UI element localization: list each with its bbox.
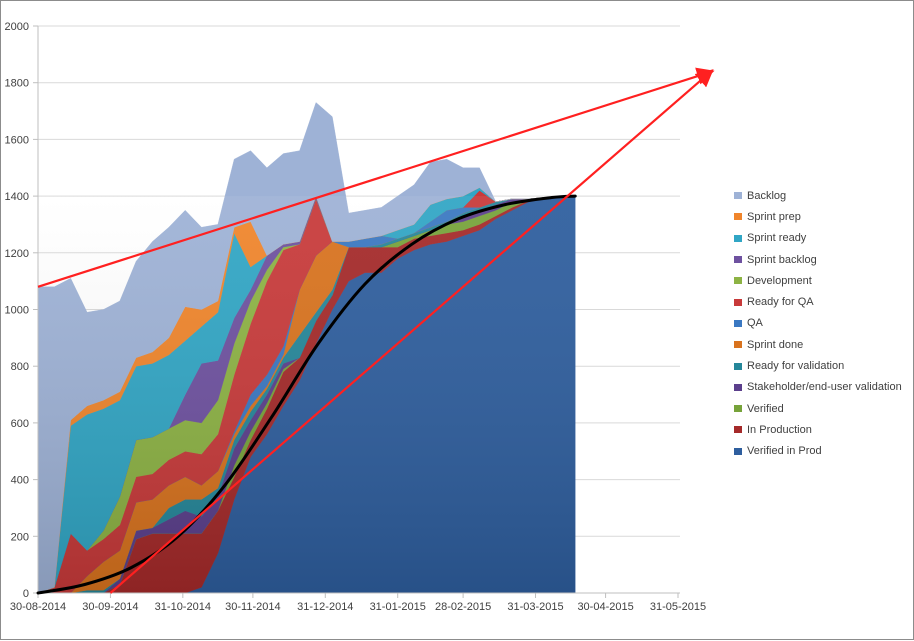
legend-label: QA [747,317,763,330]
legend-item: Development [734,270,914,291]
legend-swatch-icon [734,362,742,370]
legend-label: Verified [747,402,784,415]
legend-swatch-icon [734,277,742,285]
x-tick-label: 31-01-2015 [370,601,426,613]
y-tick-label: 800 [11,361,29,373]
x-tick-label: 31-12-2014 [297,601,353,613]
legend-swatch-icon [734,319,742,327]
y-tick-label: 1800 [5,78,29,90]
legend-swatch-icon [734,405,742,413]
legend-swatch-icon [734,234,742,242]
legend-label: Backlog [747,189,787,202]
legend-label: In Production [747,423,812,436]
legend-swatch-icon [734,192,742,200]
legend-label: Verified in Prod [747,445,822,458]
y-tick-label: 1400 [5,191,29,203]
x-tick-label: 31-03-2015 [507,601,563,613]
chart-legend: Backlog Sprint prep Sprint ready Sprint bac… [734,185,914,462]
legend-label: Stakeholder/end-user validation [747,381,902,394]
legend-item: Stakeholder/end-user validation [734,377,914,398]
y-tick-label: 200 [11,531,29,543]
legend-item: Ready for QA [734,291,914,312]
legend-item: Verified [734,398,914,419]
y-tick-label: 1600 [5,134,29,146]
x-tick-label: 30-09-2014 [82,601,138,613]
stacked-areas [37,102,576,594]
legend-label: Sprint prep [747,210,801,223]
legend-item: Sprint ready [734,228,914,249]
legend-item: Sprint done [734,334,914,355]
axes: 0 200 400 600 800 1000 1200 1400 1600 1800 2000 30-… [5,21,707,613]
scope-projection-arrow [37,67,715,288]
legend-item: Ready for validation [734,355,914,376]
trend-curve [36,194,577,595]
area-shading [38,196,576,593]
legend-item: Backlog [734,185,914,206]
x-tick-label: 31-10-2014 [155,601,211,613]
legend-swatch-icon [734,341,742,349]
legend-label: Development [747,274,812,287]
y-tick-label: 2000 [5,21,29,33]
legend-item: Verified in Prod [734,441,914,462]
overlay-lines [36,67,715,595]
x-tick-label: 28-02-2015 [435,601,491,613]
y-tick-label: 1000 [5,305,29,317]
legend-label: Ready for QA [747,296,814,309]
y-tick-label: 0 [23,588,29,600]
x-tick-label: 30-04-2015 [577,601,633,613]
legend-label: Sprint backlog [747,253,817,266]
legend-swatch-icon [734,213,742,221]
legend-item: QA [734,313,914,334]
legend-item: Sprint backlog [734,249,914,270]
y-tick-label: 1200 [5,248,29,260]
legend-swatch-icon [734,426,742,434]
legend-label: Sprint done [747,338,804,351]
x-tick-label: 30-08-2014 [10,601,66,613]
legend-swatch-icon [734,447,742,455]
x-tick-label: 31-05-2015 [650,601,706,613]
legend-swatch-icon [734,383,742,391]
y-tick-label: 600 [11,418,29,430]
legend-label: Ready for validation [747,360,845,373]
x-tick-label: 30-11-2014 [225,601,280,613]
legend-swatch-icon [734,298,742,306]
legend-label: Sprint ready [747,232,807,245]
velocity-projection-arrow [109,69,714,594]
legend-item: Sprint prep [734,206,914,227]
y-tick-label: 400 [11,475,29,487]
legend-item: In Production [734,419,914,440]
legend-swatch-icon [734,256,742,264]
